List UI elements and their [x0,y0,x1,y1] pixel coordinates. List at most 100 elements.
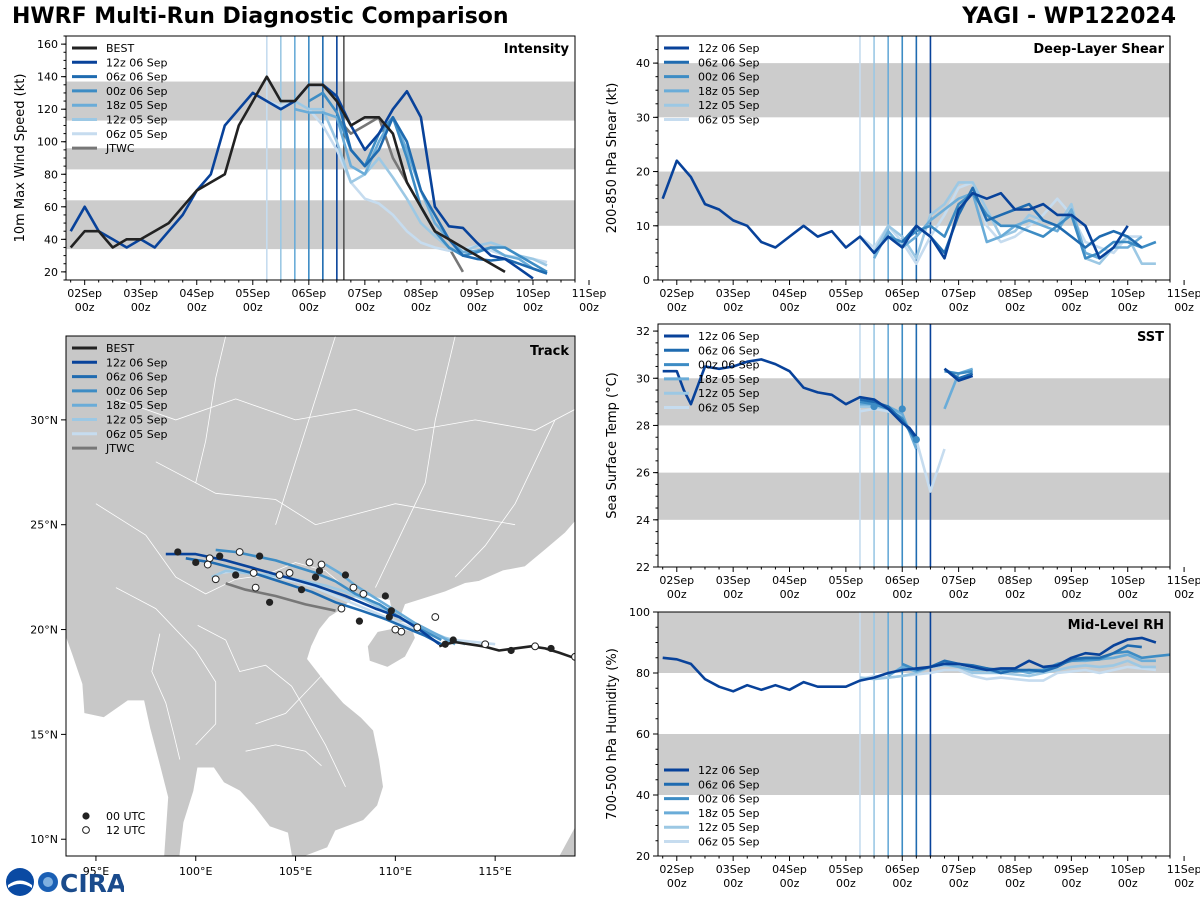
intensity-ylabel: 10m Max Wind Speed (kt) [13,74,28,243]
shear-xtick-label: 09Sep [1054,287,1089,300]
track-legend-label-12z-05-sep: 12z 05 Sep [106,414,168,427]
shear-series-00z-06-sep [887,191,1157,260]
intensity-series-06z-06-sep [321,83,548,275]
intensity-legend-label-12z-05-sep: 12z 05 Sep [106,114,168,127]
cira-globe-core [43,877,53,887]
track-line-06z-06-sep [185,557,446,648]
legend-label-00utc: 00 UTC [106,810,146,823]
border-line-8 [375,336,456,588]
track-point-12utc-18 [337,604,346,613]
shear-xtick-hour-label: 00z [892,301,912,314]
shear-xtick-label: 06Sep [885,287,920,300]
shear-xtick-label: 03Sep [716,287,751,300]
shear-xtick-label: 08Sep [998,287,1033,300]
intensity-xtick-hour-label: 00z [75,301,95,314]
sst-series-12z-06-sep-b [943,367,974,382]
track-xtick-label: 105°E [279,865,312,878]
shear-xtick-hour-label: 00z [1118,301,1138,314]
track-point-00utc-2 [449,636,457,644]
track-point-12utc-12 [203,560,212,569]
shear-ytick-label: 40 [636,57,650,70]
palawan-island [558,826,575,856]
shear-series-18z-05-sep [872,191,1143,260]
sst-xtick-hour-label: 00z [667,588,687,601]
shear-xtick-label: 05Sep [829,287,864,300]
legend-marker-00utc [82,812,90,820]
sst-xtick-hour-label: 00z [780,588,800,601]
rh-xtick-label: 02Sep [659,863,694,876]
track-point-12utc-4 [413,623,422,632]
track-title: Track [530,344,569,359]
rh-xtick-hour-label: 00z [949,877,969,890]
track-ytick-label: 20°N [30,624,58,637]
intensity-band-2 [66,81,575,121]
shear-legend-label-12z-06-sep: 12z 06 Sep [698,42,760,55]
sst-xtick-label: 08Sep [998,574,1033,587]
intensity-xtick-label: 03Sep [123,287,158,300]
rh-xtick-label: 07Sep [941,863,976,876]
track-legend-label-12z-06-sep: 12z 06 Sep [106,356,168,369]
track-point-00utc-11 [216,552,224,560]
track-point-00utc-17 [315,567,324,575]
shear-legend-label-06z-06-sep: 06z 06 Sep [698,56,760,69]
shear-legend-label-18z-05-sep: 18z 05 Sep [698,85,760,98]
rh-legend-label-00z-06-sep: 00z 06 Sep [698,793,760,806]
storm-id-title: YAGI - WP122024 [962,4,1176,29]
track-point-12utc-13 [211,575,220,584]
intensity-xtick-label: 09Sep [460,287,495,300]
rh-xtick-hour-label: 00z [667,877,687,890]
sst-legend-label-00z-06-sep: 00z 06 Sep [698,359,760,372]
noaa-wave [8,880,32,888]
shear-xtick-label: 07Sep [941,287,976,300]
border-line-9 [454,419,556,578]
track-point-00utc-16 [387,607,395,615]
track-point-00utc-7 [311,573,320,581]
intensity-xtick-label: 08Sep [404,287,439,300]
shear-band-0 [658,171,1170,226]
track-point-12utc-11 [205,554,214,563]
sst-series-group [662,358,974,493]
intensity-legend-label-12z-06-sep: 12z 06 Sep [106,56,168,69]
sst-xtick-label: 07Sep [941,574,976,587]
border-line-4 [151,633,181,760]
sst-band-0 [658,472,1170,520]
shear-xtick-hour-label: 00z [1005,301,1025,314]
sst-xtick-hour-label: 00z [1005,588,1025,601]
shear-xtick-hour-label: 00z [780,301,800,314]
shear-legend-label-00z-06-sep: 00z 06 Sep [698,71,760,84]
rh-xtick-label: 10Sep [1110,863,1145,876]
track-legend-label-jtwc: JTWC [105,442,135,455]
intensity-legend-label-18z-05-sep: 18z 05 Sep [106,99,168,112]
track-legend-label-best: BEST [106,342,134,355]
track-point-00utc-10 [232,571,240,579]
intensity-series-best [69,75,506,274]
track-point-12utc-7 [349,583,358,592]
track-point-00utc-5 [381,592,389,600]
shear-series-12z-06-sep [661,159,1129,260]
intensity-ytick-label: 80 [44,168,58,181]
shear-xtick-label: 04Sep [772,287,807,300]
sst-ytick-label: 28 [636,419,650,432]
sst-marker-1 [898,405,906,413]
sst-ytick-label: 26 [636,467,650,480]
sst-xtick-hour-label: 00z [723,588,743,601]
intensity-xtick-hour-label: 00z [187,301,207,314]
track-point-12utc-10 [235,548,244,556]
shear-xtick-hour-label: 00z [1174,301,1194,314]
rh-xtick-label: 04Sep [772,863,807,876]
intensity-xtick-label: 07Sep [347,287,382,300]
rh-xtick-label: 11Sep [1167,863,1200,876]
track-line-jtwc [225,582,336,612]
intensity-xtick-hour-label: 00z [131,301,151,314]
shear-series-12z-05-sep [859,181,1156,266]
rh-xtick-label: 08Sep [998,863,1033,876]
shear-xtick-label: 02Sep [659,287,694,300]
track-point-12utc-3 [431,613,440,621]
intensity-legend-label-06z-05-sep: 06z 05 Sep [106,128,168,141]
legend-label-12utc: 12 UTC [106,824,146,837]
track-point-00utc-12 [192,558,200,567]
shear-xtick-hour-label: 00z [949,301,969,314]
track-point-00utc-4 [385,613,393,621]
rh-series-12z-06-sep [662,636,1157,693]
